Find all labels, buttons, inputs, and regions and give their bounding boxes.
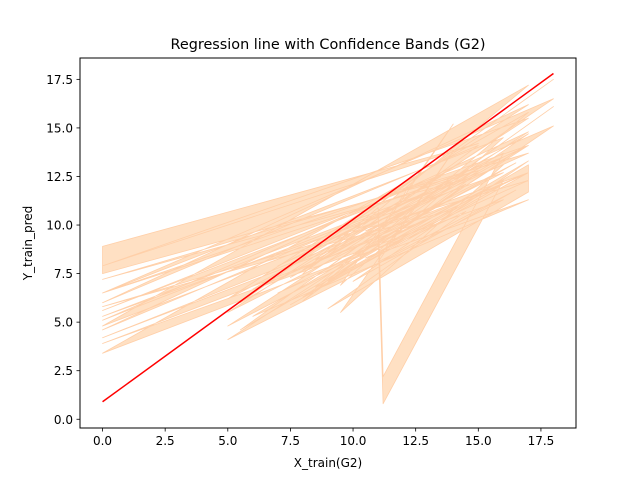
x-tick-label: 10.0 <box>340 434 367 448</box>
confidence-band <box>102 78 554 405</box>
y-tick-label: 12.5 <box>46 170 73 184</box>
y-tick-label: 17.5 <box>46 73 73 87</box>
x-tick-label: 17.5 <box>528 434 555 448</box>
x-tick-label: 0.0 <box>93 434 112 448</box>
x-tick-label: 15.0 <box>465 434 492 448</box>
regression-line <box>102 72 554 403</box>
chart-title: Regression line with Confidence Bands (G… <box>171 37 486 53</box>
x-tick-label: 12.5 <box>402 434 429 448</box>
x-tick-label: 7.5 <box>281 434 300 448</box>
y-tick-label: 0.0 <box>54 413 73 427</box>
axes-frame <box>79 57 577 429</box>
y-tick-label: 2.5 <box>54 364 73 378</box>
y-axis-label: Y_train_pred <box>21 206 35 282</box>
x-axis: 0.0 2.5 5.0 7.5 10.0 12.5 15.0 17.5 <box>93 428 554 448</box>
x-tick-label: 5.0 <box>218 434 237 448</box>
y-tick-label: 5.0 <box>54 316 73 330</box>
y-axis: 0.0 2.5 5.0 7.5 10.0 12.5 15.0 17.5 <box>46 73 80 427</box>
y-tick-label: 7.5 <box>54 267 73 281</box>
x-tick-label: 2.5 <box>156 434 175 448</box>
y-tick-label: 15.0 <box>46 121 73 135</box>
plot-area <box>102 72 554 405</box>
x-axis-label: X_train(G2) <box>294 456 362 470</box>
y-tick-label: 10.0 <box>46 219 73 233</box>
